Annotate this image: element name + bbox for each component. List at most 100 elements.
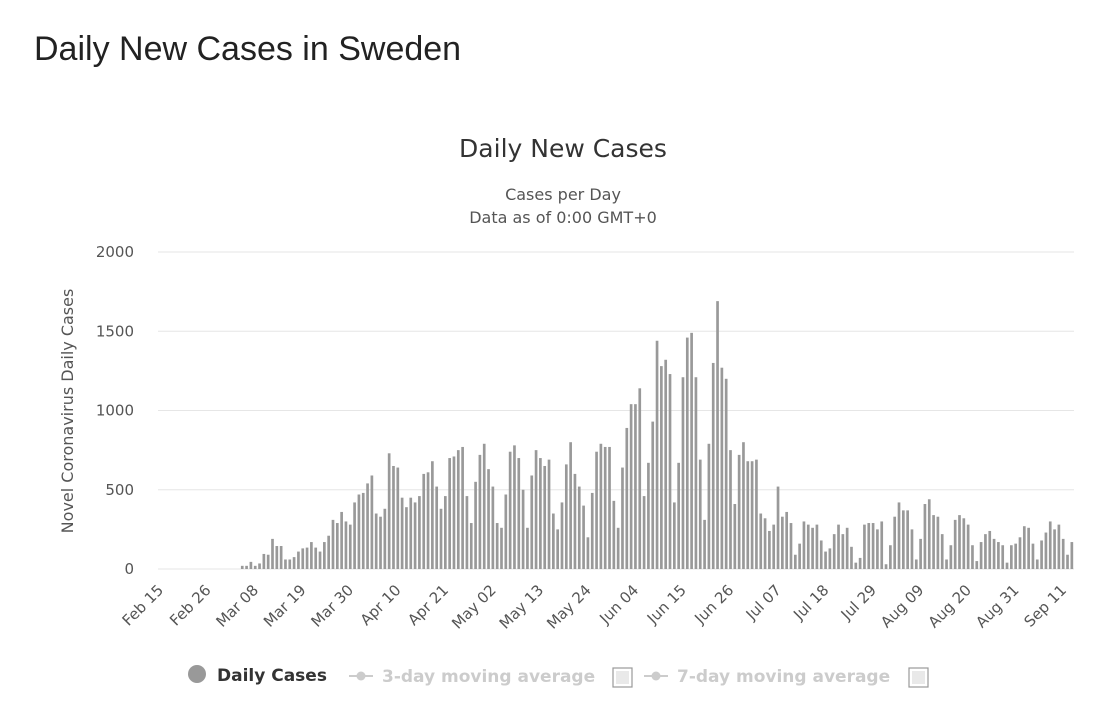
- bar[interactable]: [586, 537, 590, 569]
- bar[interactable]: [422, 473, 426, 569]
- bar[interactable]: [742, 442, 745, 569]
- bar[interactable]: [919, 538, 922, 569]
- bar[interactable]: [284, 559, 287, 569]
- bar[interactable]: [452, 456, 456, 569]
- bar[interactable]: [716, 301, 719, 569]
- bar[interactable]: [513, 445, 516, 569]
- bar[interactable]: [621, 467, 624, 569]
- bar[interactable]: [310, 542, 313, 569]
- bar[interactable]: [392, 465, 395, 569]
- bar[interactable]: [435, 486, 439, 569]
- bar[interactable]: [1044, 532, 1048, 569]
- bar[interactable]: [802, 521, 806, 569]
- bar[interactable]: [249, 561, 253, 569]
- bar[interactable]: [577, 486, 581, 569]
- bar[interactable]: [647, 462, 650, 569]
- bar[interactable]: [487, 469, 490, 569]
- bar[interactable]: [491, 486, 495, 569]
- bar[interactable]: [880, 521, 884, 569]
- bar[interactable]: [552, 513, 555, 569]
- bar[interactable]: [824, 551, 827, 569]
- bar[interactable]: [318, 551, 322, 569]
- bar[interactable]: [1010, 545, 1013, 569]
- bar[interactable]: [945, 559, 948, 569]
- bar[interactable]: [335, 523, 339, 569]
- bar[interactable]: [755, 459, 758, 569]
- bar[interactable]: [711, 362, 715, 569]
- bar[interactable]: [672, 502, 676, 569]
- bar[interactable]: [685, 337, 689, 569]
- bar[interactable]: [962, 518, 966, 569]
- bar[interactable]: [301, 548, 305, 569]
- bar[interactable]: [893, 516, 897, 569]
- bar[interactable]: [1014, 543, 1018, 569]
- bar[interactable]: [776, 486, 780, 569]
- bar[interactable]: [750, 461, 754, 569]
- bar[interactable]: [832, 534, 836, 569]
- bar[interactable]: [409, 497, 413, 569]
- bar[interactable]: [387, 453, 391, 569]
- bar[interactable]: [927, 499, 931, 569]
- bar[interactable]: [370, 475, 374, 569]
- bar[interactable]: [323, 542, 326, 569]
- legend-checkbox-7day[interactable]: [908, 667, 929, 688]
- bar[interactable]: [876, 529, 879, 570]
- bar[interactable]: [1018, 537, 1022, 569]
- bar[interactable]: [819, 540, 823, 569]
- bar[interactable]: [599, 443, 603, 569]
- bar[interactable]: [443, 496, 447, 569]
- bar[interactable]: [245, 565, 248, 569]
- bar[interactable]: [642, 496, 646, 569]
- bar[interactable]: [698, 459, 702, 569]
- bar[interactable]: [828, 548, 832, 569]
- bar[interactable]: [495, 523, 499, 569]
- bar[interactable]: [400, 497, 404, 569]
- bar[interactable]: [1048, 521, 1052, 569]
- bar[interactable]: [789, 523, 793, 569]
- bar[interactable]: [357, 494, 361, 570]
- bar[interactable]: [884, 564, 888, 569]
- bar[interactable]: [288, 559, 292, 569]
- bar[interactable]: [629, 404, 633, 569]
- bar[interactable]: [971, 545, 974, 569]
- bar[interactable]: [1066, 554, 1069, 569]
- bar[interactable]: [543, 465, 547, 569]
- bar[interactable]: [703, 519, 706, 569]
- bar[interactable]: [638, 388, 642, 569]
- bar[interactable]: [253, 565, 257, 569]
- bar[interactable]: [456, 450, 460, 570]
- bar[interactable]: [292, 557, 296, 569]
- bar[interactable]: [258, 563, 261, 569]
- bar[interactable]: [1005, 562, 1009, 569]
- bar[interactable]: [763, 518, 767, 569]
- bar[interactable]: [1070, 542, 1074, 569]
- bar[interactable]: [383, 508, 387, 569]
- bar[interactable]: [863, 524, 866, 569]
- bar[interactable]: [374, 513, 378, 569]
- bar[interactable]: [1031, 543, 1035, 569]
- bar[interactable]: [426, 472, 430, 569]
- bar[interactable]: [564, 464, 568, 569]
- bar[interactable]: [984, 534, 987, 569]
- bar[interactable]: [418, 496, 421, 569]
- bar[interactable]: [850, 546, 853, 569]
- bar[interactable]: [867, 523, 871, 569]
- bar[interactable]: [439, 508, 443, 569]
- bar[interactable]: [590, 492, 594, 569]
- bar[interactable]: [569, 442, 572, 569]
- bar[interactable]: [266, 554, 270, 569]
- bar[interactable]: [664, 359, 668, 569]
- bar[interactable]: [729, 450, 732, 570]
- bar[interactable]: [560, 502, 564, 569]
- bar[interactable]: [979, 542, 983, 569]
- bar[interactable]: [781, 516, 784, 569]
- bar[interactable]: [889, 545, 892, 569]
- bar[interactable]: [914, 559, 918, 569]
- bar[interactable]: [634, 404, 637, 569]
- bar[interactable]: [953, 519, 957, 569]
- bar[interactable]: [975, 561, 979, 569]
- bar[interactable]: [431, 461, 434, 569]
- bar[interactable]: [724, 378, 728, 569]
- bar[interactable]: [720, 367, 724, 569]
- bar[interactable]: [690, 332, 693, 569]
